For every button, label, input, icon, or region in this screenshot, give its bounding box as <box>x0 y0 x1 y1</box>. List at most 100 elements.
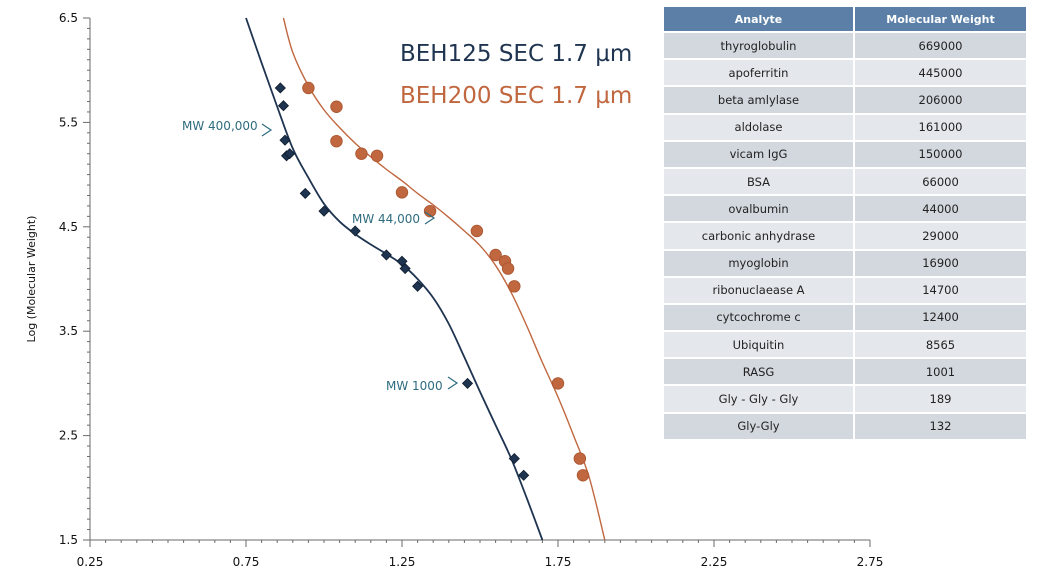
table-row: thyroglobulin 669000 <box>664 33 1026 59</box>
table-row: cytcochrome c 12400 <box>664 304 1026 331</box>
molecular-weight-cell: 445000 <box>855 60 1026 86</box>
molecular-weight-cell: 669000 <box>855 33 1026 59</box>
molecular-weight-cell: 206000 <box>855 87 1026 113</box>
header-molecular-weight: Molecular Weight <box>855 7 1026 31</box>
annotations: MW 400,000 MW 44,000 MW 1000 <box>182 119 459 393</box>
diamond-point <box>274 82 286 94</box>
molecular-weight-cell: 29000 <box>855 223 1026 249</box>
diamond-point <box>508 453 520 465</box>
molecular-weight-cell: 132 <box>855 413 1026 439</box>
analyte-cell: aldolase <box>664 114 853 140</box>
circle-point <box>370 149 384 163</box>
diamond-point <box>277 100 290 112</box>
molecular-weight-cell: 12400 <box>855 304 1026 331</box>
circle-point <box>355 147 368 160</box>
x-tick-label: 2.25 <box>701 555 728 569</box>
table-row: vicam IgG 150000 <box>664 141 1026 167</box>
molecular-weight-cell: 14700 <box>855 277 1026 303</box>
analyte-cell: cytcochrome c <box>664 304 853 331</box>
analyte-cell: ovalbumin <box>664 196 853 222</box>
analyte-cell: RASG <box>664 359 853 385</box>
legend-entry-series-2: BEH200 SEC 1.7 µm <box>400 83 632 109</box>
table-row: ovalbumin 44000 <box>664 196 1026 222</box>
analyte-cell: Gly - Gly - Gly <box>664 386 853 412</box>
diamond-point <box>461 377 474 389</box>
axes: 1.5 2.5 3.5 4.5 5.5 6.5 0.25 0.75 1.25 1.75 2.25 2.… <box>25 11 883 569</box>
diamond-point <box>380 249 392 261</box>
y-tick-label: 5.5 <box>59 115 78 129</box>
table-row: myoglobin 16900 <box>664 250 1026 276</box>
molecular-weight-cell: 189 <box>855 386 1026 412</box>
y-tick-label: 4.5 <box>59 220 78 234</box>
table-row: Gly - Gly - Gly 189 <box>664 386 1026 412</box>
table-row: aldolase 161000 <box>664 114 1026 140</box>
diamond-point <box>399 262 411 275</box>
y-tick-label: 6.5 <box>59 11 78 25</box>
circle-point <box>330 100 343 113</box>
table-row: carbonic anhydrase 29000 <box>664 223 1026 249</box>
y-tick-label: 2.5 <box>59 429 78 443</box>
analyte-cell: ribonuclaease A <box>664 277 853 303</box>
annotation-chevron <box>447 376 459 390</box>
table-row: beta amlylase 206000 <box>664 87 1026 113</box>
analyte-table-container: Analyte Molecular Weight thyroglobulin 66… <box>662 5 1028 441</box>
analyte-cell: Gly-Gly <box>664 413 853 439</box>
molecular-weight-cell: 1001 <box>855 359 1026 385</box>
table-row: Gly-Gly 132 <box>664 413 1026 439</box>
x-tick-label: 1.25 <box>389 555 416 569</box>
circle-point <box>489 248 502 262</box>
diamond-point <box>284 148 296 160</box>
diamond-point <box>318 205 330 217</box>
fit-curve-series-1 <box>245 17 544 541</box>
x-tick-label: 0.25 <box>77 555 104 569</box>
circle-point <box>508 280 521 293</box>
diamond-point <box>279 134 291 146</box>
analyte-cell: carbonic anhydrase <box>664 223 853 249</box>
legend-entry-series-1: BEH125 SEC 1.7 µm <box>400 41 632 67</box>
molecular-weight-cell: 44000 <box>855 196 1026 222</box>
y-tick-label: 1.5 <box>59 533 78 547</box>
y-tick-label: 3.5 <box>59 324 78 338</box>
circle-point <box>330 134 343 148</box>
circle-point <box>576 469 590 482</box>
molecular-weight-cell: 8565 <box>855 332 1026 358</box>
analyte-cell: beta amlylase <box>664 87 853 113</box>
diamond-point <box>412 280 424 292</box>
diamond-point <box>349 225 361 237</box>
circle-point <box>501 262 515 275</box>
circle-point <box>573 452 587 465</box>
table-row: RASG 1001 <box>664 359 1026 385</box>
analyte-cell: apoferritin <box>664 60 853 86</box>
table-row: Ubiquitin 8565 <box>664 332 1026 358</box>
table-row: apoferritin 445000 <box>664 60 1026 86</box>
y-axis-label: Log (Molecular Weight) <box>25 216 38 343</box>
x-tick-label: 1.75 <box>545 555 572 569</box>
molecular-weight-cell: 16900 <box>855 250 1026 276</box>
header-analyte: Analyte <box>664 7 853 31</box>
analyte-cell: BSA <box>664 168 853 195</box>
annotation-label: MW 400,000 <box>182 119 258 133</box>
analyte-cell: thyroglobulin <box>664 33 853 59</box>
x-tick-label: 2.75 <box>857 555 884 569</box>
diamond-point <box>518 469 530 481</box>
molecular-weight-cell: 150000 <box>855 141 1026 167</box>
data-points <box>274 81 590 482</box>
table-row: BSA 66000 <box>664 168 1026 195</box>
annotation-chevron <box>261 123 273 137</box>
annotation-chevron <box>424 211 436 225</box>
circle-point <box>302 81 315 95</box>
molecular-weight-cell: 161000 <box>855 114 1026 140</box>
diamond-point <box>299 187 311 199</box>
analyte-cell: Ubiquitin <box>664 332 853 358</box>
molecular-weight-cell: 66000 <box>855 168 1026 195</box>
table-row: ribonuclaease A 14700 <box>664 277 1026 303</box>
circle-point <box>395 186 409 199</box>
annotation-label: MW 44,000 <box>352 212 420 226</box>
legend: BEH125 SEC 1.7 µm BEH200 SEC 1.7 µm <box>400 41 632 109</box>
circle-point <box>551 377 565 390</box>
table-header-row: Analyte Molecular Weight <box>664 7 1026 31</box>
analyte-cell: myoglobin <box>664 250 853 276</box>
annotation-label: MW 1000 <box>386 379 443 393</box>
circle-point <box>470 224 484 238</box>
